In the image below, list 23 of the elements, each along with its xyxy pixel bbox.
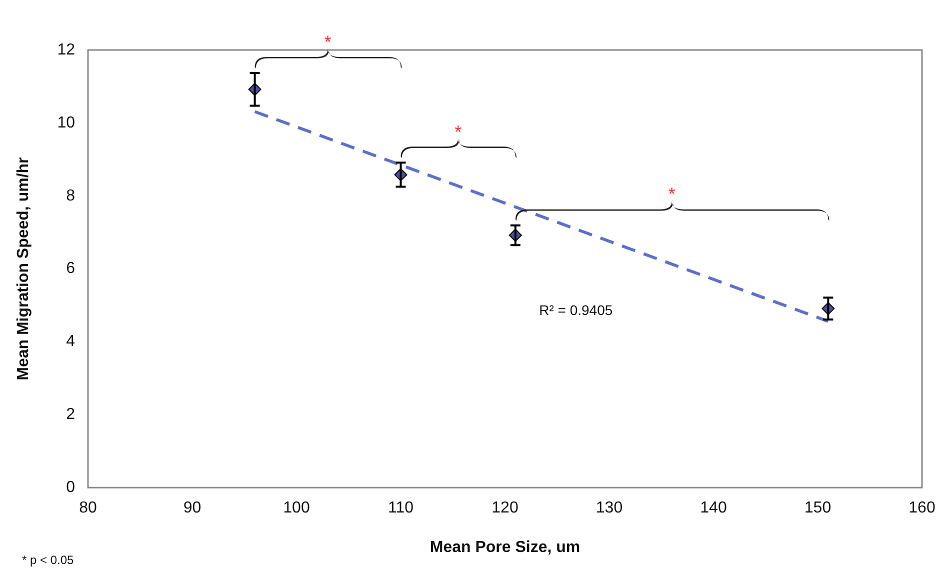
y-tick-label: 2 xyxy=(66,406,76,424)
annotation: * xyxy=(668,184,676,204)
x-tick-label: 100 xyxy=(283,500,310,517)
x-tick-label: 150 xyxy=(804,500,832,517)
x-tick-label: 120 xyxy=(492,500,518,517)
x-tick-label: 110 xyxy=(388,500,414,517)
x-tick-label: 80 xyxy=(79,500,97,517)
x-tick-label: 140 xyxy=(700,500,727,517)
x-tick-label: 90 xyxy=(183,500,202,517)
y-tick-label: 4 xyxy=(66,333,76,350)
text: * p < 0.05 xyxy=(22,553,74,567)
annotation: * xyxy=(454,122,462,142)
y-tick-label: 0 xyxy=(66,479,76,496)
y-axis-title: Mean Migration Speed, um/hr xyxy=(15,157,32,380)
y-tick-label: 10 xyxy=(57,114,76,132)
annotation: * xyxy=(324,32,332,52)
x-tick-label: 160 xyxy=(908,500,936,517)
annotation: R² = 0.9405 xyxy=(539,302,613,318)
y-tick-label: 6 xyxy=(66,260,76,278)
x-axis-title: Mean Pore Size, um xyxy=(430,538,580,556)
y-tick-label: 12 xyxy=(57,41,76,58)
x-tick-label: 130 xyxy=(596,500,623,517)
y-tick-label: 8 xyxy=(66,187,76,204)
